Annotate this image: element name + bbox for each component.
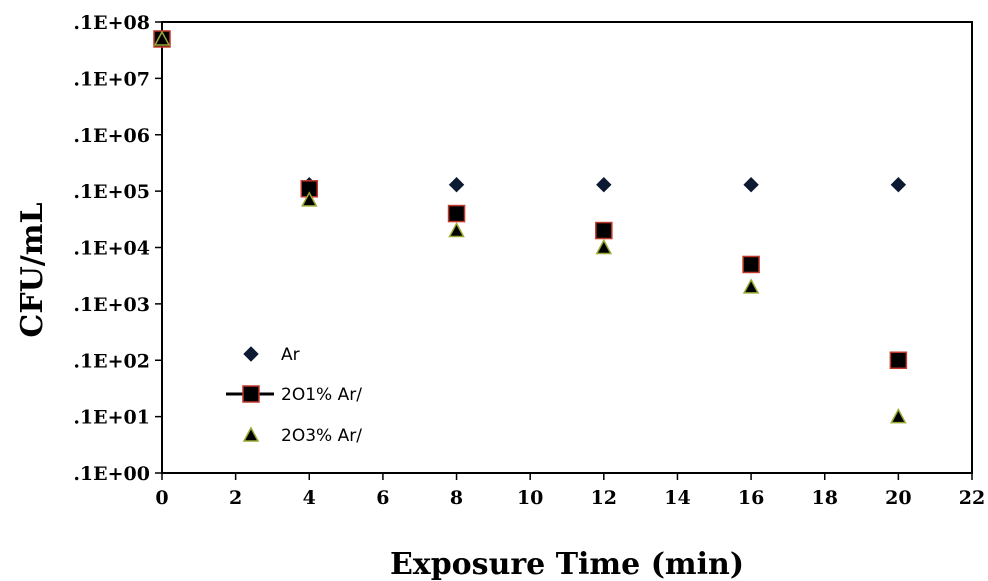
x-tick-label: 12 (591, 487, 617, 509)
triangle-point (448, 221, 465, 238)
x-tick-label: 18 (812, 487, 838, 509)
y-tick-label: .1E+00 (73, 463, 150, 485)
x-axis-title: Exposure Time (min) (390, 547, 744, 581)
diamond-point (890, 176, 907, 193)
y-tick-label: .1E+05 (73, 181, 150, 203)
data-points (153, 30, 908, 424)
diamond-point (448, 176, 465, 193)
legend-label: 2O1% Ar/ (281, 385, 362, 405)
legend-square-marker (242, 385, 260, 403)
triangle-point (595, 238, 613, 255)
x-tick-label: 6 (376, 487, 389, 509)
square-point (889, 351, 908, 369)
x-tick-label: 20 (885, 487, 911, 509)
legend-label: Ar (281, 345, 300, 365)
x-tick-label: 8 (450, 487, 463, 509)
x-tick-label: 22 (959, 487, 985, 509)
triangle-point (153, 30, 171, 46)
y-tick-label: .1E+08 (73, 12, 150, 34)
y-tick-label: .1E+06 (73, 125, 150, 147)
plot-frame (161, 21, 973, 474)
x-tick-label: 10 (517, 487, 543, 509)
legend: Ar 2O1% Ar/2O3% Ar/ (226, 345, 362, 446)
x-tick-label: 2 (229, 487, 242, 509)
square-point (595, 221, 613, 240)
square-point (742, 255, 760, 274)
x-axis-ticks: 0 2 4 6 8 10 12 14 16 18 20 22 (155, 473, 985, 509)
x-tick-label: 0 (155, 487, 168, 509)
triangle-point (301, 191, 318, 207)
diamond-point (596, 176, 612, 193)
x-tick-label: 16 (738, 487, 764, 509)
y-tick-label: .1E+02 (73, 350, 150, 372)
legend-triangle-marker (242, 426, 260, 442)
triangle-point (890, 408, 907, 424)
triangle-point (742, 278, 760, 294)
legend-label: 2O3% Ar/ (281, 426, 362, 446)
y-axis-ticks: .1E+00 .1E+01 .1E+02 .1E+03 .1E+04 .1E+05 .1E+… (73, 12, 162, 485)
x-tick-label: 14 (664, 487, 690, 509)
y-axis-title: CFU/mL (15, 202, 50, 337)
y-tick-label: .1E+07 (73, 68, 150, 90)
square-point (447, 204, 466, 223)
y-tick-label: .1E+01 (73, 407, 150, 429)
diamond-point (743, 176, 759, 193)
y-tick-label: .1E+03 (73, 294, 150, 316)
x-tick-label: 4 (303, 487, 316, 509)
y-tick-label: .1E+04 (73, 238, 150, 260)
legend-diamond-marker (243, 346, 259, 362)
